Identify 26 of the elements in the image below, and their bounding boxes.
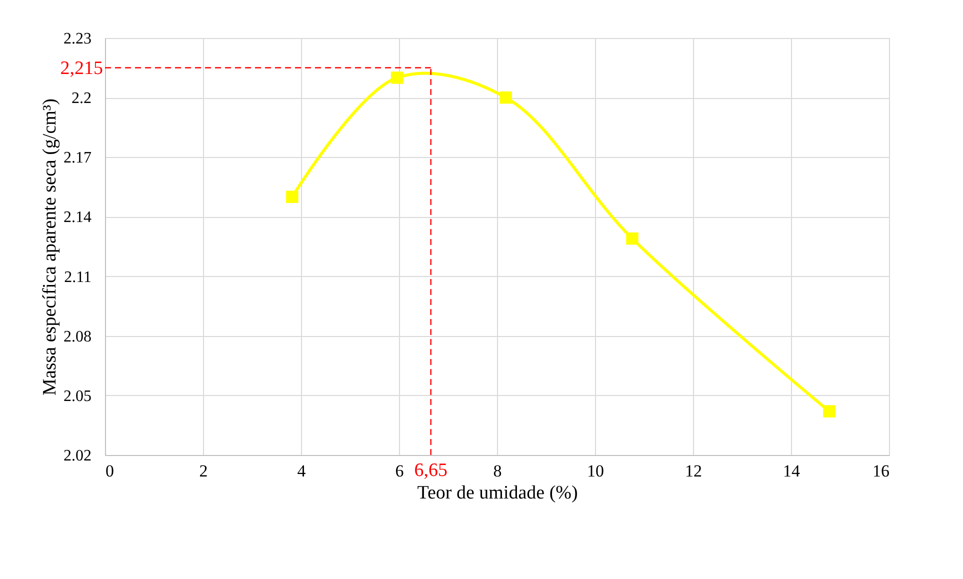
y-tick-label: 2.14 bbox=[64, 209, 92, 226]
y-tick-label: 2.05 bbox=[64, 388, 92, 405]
y-tick-label: 2.23 bbox=[64, 30, 92, 48]
y-tick-label: 2.17 bbox=[64, 150, 92, 167]
x-tick-label: 2 bbox=[199, 462, 208, 480]
point bbox=[390, 72, 404, 84]
y-tick-label: 2.2 bbox=[72, 90, 92, 108]
x-tick-label: 4 bbox=[297, 462, 306, 480]
x-tick-label: 12 bbox=[685, 462, 702, 480]
x-tick-label: 8 bbox=[493, 462, 502, 480]
x-axis-title: Teor de umidade (%) bbox=[417, 482, 578, 504]
x-tick-label: 0 bbox=[106, 462, 114, 480]
y-tick-label: 2.02 bbox=[64, 448, 92, 464]
point bbox=[823, 405, 836, 418]
y-tick-label: 2.08 bbox=[64, 328, 92, 346]
point bbox=[286, 190, 298, 203]
y-axis-title: Massa específica aparente seca (g/cm³) bbox=[40, 98, 60, 396]
x-tick-label: 16 bbox=[872, 462, 890, 480]
ref-line-label: 2,215 bbox=[60, 58, 103, 79]
point bbox=[626, 232, 638, 245]
x-tick-label: 6 bbox=[395, 462, 404, 480]
point bbox=[500, 91, 512, 104]
ref-line-label: 6,65 bbox=[414, 460, 448, 481]
x-tick-label: 14 bbox=[783, 462, 800, 480]
x-tick-label: 10 bbox=[587, 462, 604, 480]
y-tick-label: 2.11 bbox=[64, 268, 92, 286]
